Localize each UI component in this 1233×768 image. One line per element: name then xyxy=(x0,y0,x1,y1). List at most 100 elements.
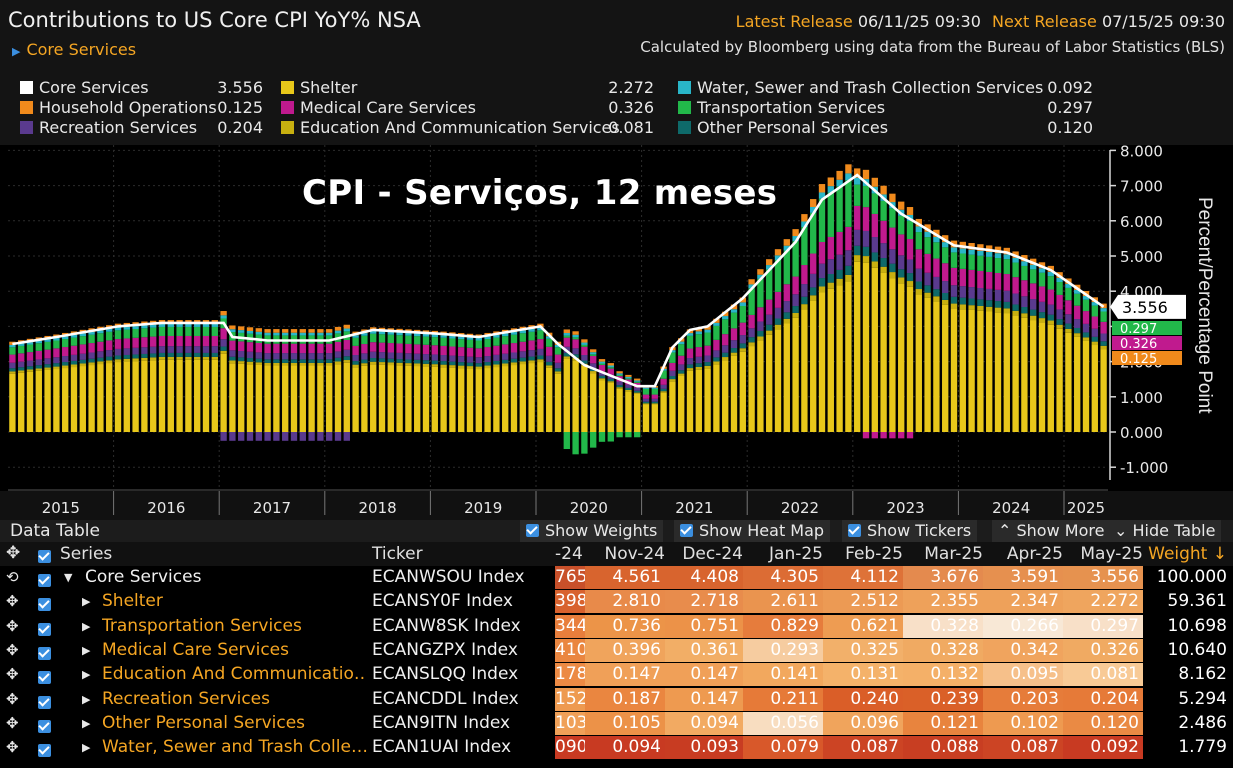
row-value-cell[interactable]: 0.328 xyxy=(903,638,983,662)
row-value-cell[interactable]: 0.120 xyxy=(1063,711,1143,735)
move-icon[interactable]: ✥ xyxy=(6,738,19,757)
row-checkbox[interactable] xyxy=(38,693,57,712)
row-checkbox[interactable] xyxy=(38,668,57,687)
table-row[interactable]: ✥ ▶ Recreation Services ECANCDDL Index 152 0.… xyxy=(0,687,1233,712)
expand-right-icon[interactable]: ▶ xyxy=(82,595,91,609)
row-value-cell[interactable]: 2.718 xyxy=(665,590,743,614)
row-value-cell[interactable]: 152 xyxy=(555,687,585,711)
legend-item-recreation[interactable]: Recreation Services xyxy=(20,118,197,138)
row-value-cell[interactable]: 0.105 xyxy=(585,711,665,735)
legend-item-medical-care[interactable]: Medical Care Services xyxy=(281,98,476,118)
row-value-cell[interactable]: 0.102 xyxy=(983,711,1063,735)
row-value-cell[interactable]: 3.591 xyxy=(983,566,1063,589)
row-value-cell[interactable]: 0.147 xyxy=(585,663,665,687)
table-row[interactable]: ✥ ▶ Medical Care Services ECANGZPX Index 410… xyxy=(0,638,1233,663)
table-row[interactable]: ⟲ ▼ Core Services ECANWSOU Index 765 4.561 4.4… xyxy=(0,566,1233,590)
row-value-cell[interactable]: 3.676 xyxy=(903,566,983,589)
row-ticker[interactable]: ECAN9ITN Index xyxy=(372,712,511,733)
row-value-cell[interactable]: 0.266 xyxy=(983,614,1063,638)
row-value-cell[interactable]: 2.810 xyxy=(585,590,665,614)
row-value-cell[interactable]: 4.561 xyxy=(585,566,665,589)
select-all-checkbox[interactable] xyxy=(38,547,57,567)
row-value-cell[interactable]: 4.112 xyxy=(823,566,903,589)
row-value-cell[interactable]: 0.088 xyxy=(903,736,983,760)
legend-item-education-communication[interactable]: Education And Communication Services xyxy=(281,118,620,138)
expand-right-icon[interactable]: ▶ xyxy=(82,741,91,755)
expand-right-icon[interactable]: ▶ xyxy=(82,692,91,706)
table-row[interactable]: ✥ ▶ Shelter ECANSY0F Index 398 2.810 2.718 2.61… xyxy=(0,590,1233,614)
row-checkbox[interactable] xyxy=(38,620,57,639)
row-value-cell[interactable]: 0.132 xyxy=(903,663,983,687)
legend-item-water-sewer[interactable]: Water, Sewer and Trash Collection Servic… xyxy=(678,78,1043,98)
move-icon[interactable]: ✥ xyxy=(6,616,19,635)
expand-right-icon[interactable]: ▶ xyxy=(82,619,91,633)
row-value-cell[interactable]: 090 xyxy=(555,736,585,760)
row-series-name[interactable]: Other Personal Services xyxy=(102,712,306,733)
row-value-cell[interactable]: 0.093 xyxy=(665,736,743,760)
row-value-cell[interactable]: 0.087 xyxy=(823,736,903,760)
row-value-cell[interactable]: 0.094 xyxy=(585,736,665,760)
row-value-cell[interactable]: 0.326 xyxy=(1063,638,1143,662)
expand-down-icon[interactable]: ▼ xyxy=(64,571,73,584)
col-header-month[interactable]: Feb-25 xyxy=(845,544,903,564)
move-icon[interactable]: ✥ xyxy=(6,713,19,732)
row-value-cell[interactable]: 0.240 xyxy=(823,687,903,711)
row-value-cell[interactable]: 2.272 xyxy=(1063,590,1143,614)
row-value-cell[interactable]: 2.512 xyxy=(823,590,903,614)
move-icon[interactable]: ✥ xyxy=(6,543,21,563)
row-value-cell[interactable]: 3.556 xyxy=(1063,566,1143,589)
row-value-cell[interactable]: 0.736 xyxy=(585,614,665,638)
show-more-button[interactable]: ⌃ Show More xyxy=(992,520,1111,542)
expand-right-icon[interactable]: ▶ xyxy=(82,716,91,730)
row-value-cell[interactable]: 2.611 xyxy=(743,590,823,614)
row-value-cell[interactable]: 0.293 xyxy=(743,638,823,662)
col-header-month[interactable]: Jan-25 xyxy=(769,544,823,564)
row-value-cell[interactable]: 0.094 xyxy=(665,711,743,735)
row-value-cell[interactable]: 0.087 xyxy=(983,736,1063,760)
row-checkbox[interactable] xyxy=(38,644,57,663)
row-ticker[interactable]: ECANW8SK Index xyxy=(372,615,521,636)
row-series-name[interactable]: Education And Communicatio… xyxy=(102,664,367,685)
row-ticker[interactable]: ECANWSOU Index xyxy=(372,567,525,587)
col-header-weight[interactable]: Weight ↓ xyxy=(1148,544,1227,564)
row-series-name[interactable]: Medical Care Services xyxy=(102,639,289,660)
row-value-cell[interactable]: 0.147 xyxy=(665,687,743,711)
row-value-cell[interactable]: 178 xyxy=(555,663,585,687)
legend-item-other-personal[interactable]: Other Personal Services xyxy=(678,118,888,138)
table-row[interactable]: ✥ ▶ Other Personal Services ECAN9ITN Index 1… xyxy=(0,711,1233,736)
hide-table-button[interactable]: ⌄ Hide Table xyxy=(1108,520,1222,542)
row-value-cell[interactable]: 0.187 xyxy=(585,687,665,711)
row-value-cell[interactable]: 344 xyxy=(555,614,585,638)
row-checkbox[interactable] xyxy=(38,741,57,760)
undo-icon[interactable]: ⟲ xyxy=(6,568,19,586)
row-value-cell[interactable]: 0.361 xyxy=(665,638,743,662)
legend-item-core-services[interactable]: Core Services xyxy=(20,78,149,98)
row-value-cell[interactable]: 0.328 xyxy=(903,614,983,638)
table-row[interactable]: ✥ ▶ Education And Communicatio… ECANSLQQ In… xyxy=(0,663,1233,687)
col-header-month[interactable]: -24 xyxy=(555,544,583,564)
row-value-cell[interactable]: 0.056 xyxy=(743,711,823,735)
move-icon[interactable]: ✥ xyxy=(6,689,19,708)
row-value-cell[interactable]: 0.325 xyxy=(823,638,903,662)
row-value-cell[interactable]: 0.121 xyxy=(903,711,983,735)
row-value-cell[interactable]: 0.239 xyxy=(903,687,983,711)
table-row[interactable]: ✥ ▶ Water, Sewer and Trash Colle… ECAN1UAI … xyxy=(0,736,1233,760)
expand-right-icon[interactable]: ▶ xyxy=(82,668,91,682)
show-tickers-toggle[interactable]: Show Tickers xyxy=(842,520,978,542)
row-value-cell[interactable]: 0.342 xyxy=(983,638,1063,662)
row-value-cell[interactable]: 0.131 xyxy=(823,663,903,687)
col-header-month[interactable]: Mar-25 xyxy=(924,544,983,564)
row-value-cell[interactable]: 4.408 xyxy=(665,566,743,589)
move-icon[interactable]: ✥ xyxy=(6,592,19,611)
row-checkbox[interactable] xyxy=(38,595,57,614)
expand-right-icon[interactable]: ▶ xyxy=(82,643,91,657)
col-header-month[interactable]: Dec-24 xyxy=(682,544,743,564)
row-value-cell[interactable]: 103 xyxy=(555,711,585,735)
row-value-cell[interactable]: 765 xyxy=(555,566,585,589)
legend-item-household-operations[interactable]: Household Operations xyxy=(20,98,217,118)
col-header-month[interactable]: May-25 xyxy=(1080,544,1143,564)
row-value-cell[interactable]: 0.147 xyxy=(665,663,743,687)
row-value-cell[interactable]: 2.355 xyxy=(903,590,983,614)
stacked-bar-chart[interactable]: -1.0000.0001.0002.0003.0004.0005.0006.00… xyxy=(0,145,1233,520)
row-series-name[interactable]: Water, Sewer and Trash Colle… xyxy=(102,737,367,758)
